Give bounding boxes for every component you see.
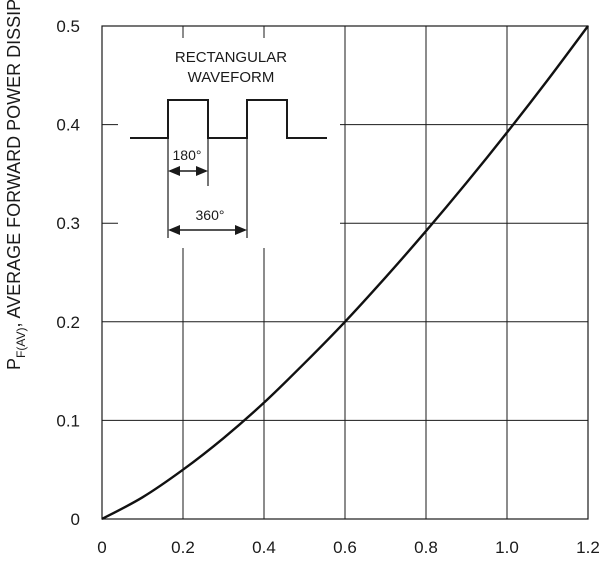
x-tick-label: 1.2 — [576, 538, 600, 557]
y-tick-label: 0.2 — [56, 313, 80, 332]
x-tick-label: 0.4 — [252, 538, 276, 557]
y-tick-label: 0.3 — [56, 214, 80, 233]
dim-360-arrowhead-left — [168, 225, 180, 235]
x-tick-label: 0.8 — [414, 538, 438, 557]
y-axis-label-main: P — [4, 358, 24, 370]
inset-title-line: RECTANGULAR — [175, 49, 287, 66]
dim-180-arrowhead-right — [196, 166, 208, 176]
x-tick-label: 0 — [97, 538, 106, 557]
rectangular-waveform — [130, 99, 327, 139]
y-tick-label: 0.4 — [56, 116, 80, 135]
x-tick-label: 1.0 — [495, 538, 519, 557]
x-tick-label: 0.2 — [171, 538, 195, 557]
y-tick-label: 0.1 — [56, 411, 80, 430]
dim-360-label: 360° — [196, 207, 225, 223]
dim-180-label: 180° — [173, 147, 202, 163]
inset-background — [118, 38, 340, 248]
series-line-0 — [101, 25, 589, 521]
tick-labels: 0 0.2 0.4 0.6 0.8 1.0 1.2 0 0.1 0.2 0.3 0.4 0.5 — [56, 17, 599, 557]
waveform-inset: RECTANGULAR WAVEFORM 180° 360° — [118, 38, 340, 248]
y-axis-label: PF(AV), AVERAGE FORWARD POWER DISSIPATIO… — [4, 0, 28, 370]
dim-360-arrowhead-right — [235, 225, 247, 235]
y-tick-label: 0.5 — [56, 17, 80, 36]
y-axis-label-subscript: F(AV) — [14, 328, 28, 358]
series-layer — [101, 25, 589, 521]
x-tick-label: 0.6 — [333, 538, 357, 557]
inset-title-line: WAVEFORM — [188, 69, 275, 86]
y-tick-label: 0 — [71, 510, 80, 529]
y-axis-label-rest: , AVERAGE FORWARD POWER DISSIPATION (W) — [4, 0, 24, 328]
dim-180-arrowhead-left — [168, 166, 180, 176]
